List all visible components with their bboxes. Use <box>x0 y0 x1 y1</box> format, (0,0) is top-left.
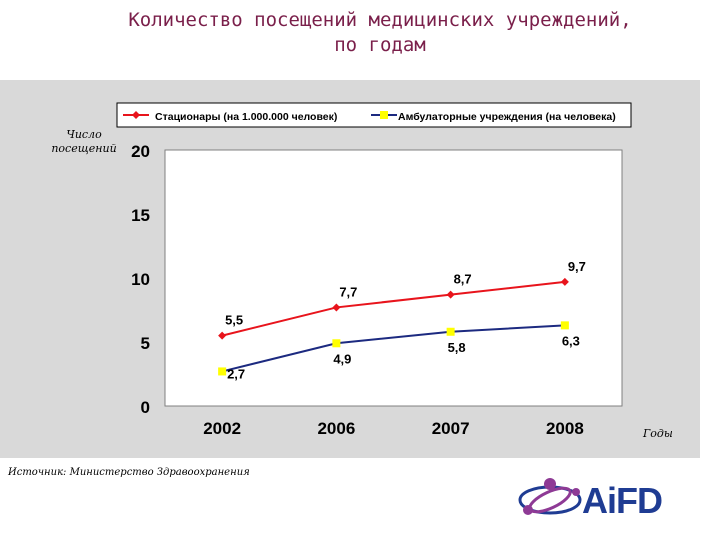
x-tick-label: 2006 <box>317 419 355 438</box>
x-axis-label: Годы <box>643 427 673 440</box>
data-point-outpatient <box>446 327 455 336</box>
data-point-hospital <box>446 290 455 299</box>
data-point-outpatient <box>560 321 569 330</box>
chart-title-line1: Количество посещений медицинских учрежде… <box>128 9 632 31</box>
data-point-hospital <box>560 277 569 286</box>
y-tick-label: 15 <box>131 206 150 225</box>
logo: AiFD <box>500 470 676 528</box>
legend-label: Стационары (на 1.000.000 человек) <box>155 111 337 123</box>
y-tick-label: 0 <box>141 398 150 417</box>
logo-graphic <box>518 478 582 515</box>
y-tick-label: 5 <box>141 334 150 353</box>
x-tick-label: 2008 <box>546 419 584 438</box>
y-tick-label: 10 <box>131 270 150 289</box>
x-tick-label: 2007 <box>432 419 470 438</box>
series-line-outpatient <box>221 324 565 373</box>
series-line-hospital <box>221 280 565 337</box>
plot-area <box>164 149 623 407</box>
logo-text: AiFD <box>582 480 663 521</box>
data-point-outpatient <box>218 367 227 376</box>
data-label-hospital: 9,7 <box>568 259 586 274</box>
chart-title-line2: по годам <box>334 34 426 56</box>
data-label-hospital: 7,7 <box>339 284 357 299</box>
legend-marker <box>132 111 140 119</box>
data-point-hospital <box>332 303 341 312</box>
chart-title: Количество посещений медицинских учрежде… <box>0 8 720 58</box>
data-label-outpatient: 6,3 <box>562 333 580 348</box>
legend-marker <box>380 111 388 119</box>
source-note: Источник: Министерство Здравоохранения <box>8 467 250 478</box>
data-label-outpatient: 2,7 <box>227 366 245 381</box>
data-label-hospital: 5,5 <box>225 313 243 328</box>
legend-label: Амбулаторные учреждения (на человека) <box>398 111 616 123</box>
data-point-hospital <box>218 331 227 340</box>
data-label-outpatient: 4,9 <box>333 351 351 366</box>
data-label-outpatient: 5,8 <box>448 340 466 355</box>
x-tick-label: 2002 <box>203 419 241 438</box>
y-tick-label: 20 <box>131 142 150 161</box>
data-label-hospital: 8,7 <box>454 272 472 287</box>
data-point-outpatient <box>332 339 341 348</box>
y-axis-label: Число посещений <box>51 128 117 155</box>
